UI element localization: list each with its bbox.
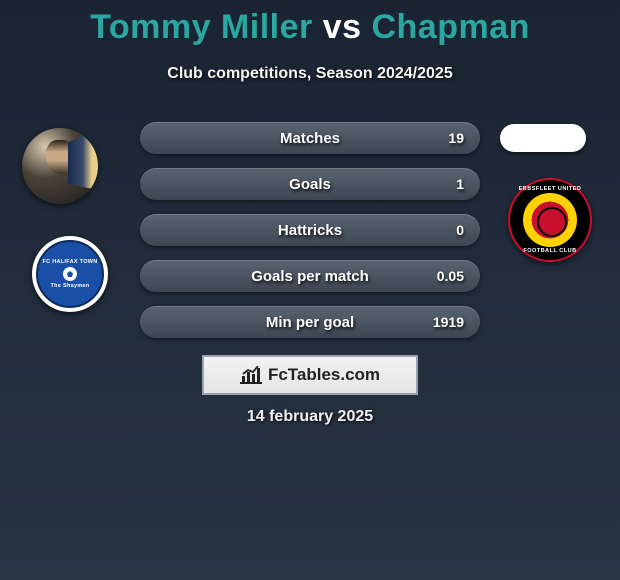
club-left-sub: The Shaymen: [50, 283, 89, 289]
stat-label: Matches: [280, 130, 340, 147]
stat-row-mpg: Min per goal 1919: [140, 306, 480, 338]
stat-row-matches: Matches 19: [140, 122, 480, 154]
stat-label: Min per goal: [266, 314, 354, 331]
stat-value-right: 0.05: [437, 268, 464, 284]
brand-attribution[interactable]: FcTables.com: [202, 355, 418, 395]
stat-row-hattricks: Hattricks 0: [140, 214, 480, 246]
player2-name: Chapman: [371, 8, 529, 46]
date-label: 14 february 2025: [0, 408, 620, 426]
club-left-badge-inner: FC HALIFAX TOWN The Shaymen: [36, 240, 104, 308]
club-right-name-top: EBBSFLEET UNITED: [510, 186, 590, 192]
stat-label: Goals: [289, 176, 331, 193]
stat-value-right: 1919: [433, 314, 464, 330]
stat-value-right: 0: [456, 222, 464, 238]
vs-text: vs: [323, 8, 362, 46]
club-right-name-bottom: FOOTBALL CLUB: [510, 248, 590, 254]
stat-value-right: 19: [448, 130, 464, 146]
stat-label: Hattricks: [278, 222, 342, 239]
chart-icon: [240, 366, 262, 384]
stat-row-gpm: Goals per match 0.05: [140, 260, 480, 292]
stats-list: Matches 19 Goals 1 Hattricks 0 Goals per…: [140, 122, 480, 352]
subtitle: Club competitions, Season 2024/2025: [0, 65, 620, 83]
stat-row-goals: Goals 1: [140, 168, 480, 200]
stat-value-right: 1: [456, 176, 464, 192]
stat-label: Goals per match: [251, 268, 369, 285]
club-right-badge-inner: [523, 193, 577, 247]
player1-avatar: [22, 128, 98, 204]
player1-name: Tommy Miller: [90, 8, 313, 46]
brand-text: FcTables.com: [268, 365, 380, 385]
player2-avatar-placeholder: [500, 124, 586, 152]
club-right-badge: EBBSFLEET UNITED FOOTBALL CLUB: [508, 178, 592, 262]
club-left-badge: FC HALIFAX TOWN The Shaymen: [32, 236, 108, 312]
comparison-title: Tommy Miller vs Chapman: [0, 0, 620, 47]
club-left-name: FC HALIFAX TOWN: [42, 259, 97, 265]
club-left-ball-icon: [63, 267, 77, 281]
